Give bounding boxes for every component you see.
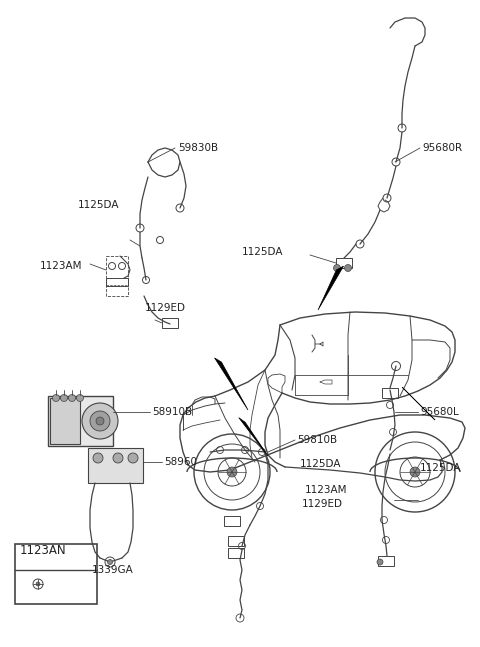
Text: 1125DA: 1125DA	[300, 459, 341, 469]
Circle shape	[108, 560, 112, 564]
Bar	[50, 398, 80, 444]
Bar	[224, 516, 240, 526]
Text: 1123AM: 1123AM	[40, 261, 83, 271]
Bar	[88, 448, 143, 483]
Bar	[228, 548, 244, 558]
Text: 1125DA: 1125DA	[420, 463, 461, 473]
Circle shape	[52, 395, 60, 402]
Circle shape	[69, 395, 75, 402]
Circle shape	[96, 417, 104, 425]
Polygon shape	[318, 266, 344, 310]
Bar	[378, 556, 394, 566]
Circle shape	[377, 559, 383, 565]
Bar	[106, 278, 128, 286]
Text: 1339GA: 1339GA	[92, 565, 134, 575]
Text: 59830B: 59830B	[178, 143, 218, 153]
Circle shape	[82, 403, 118, 439]
Bar	[162, 318, 178, 328]
Polygon shape	[402, 387, 435, 420]
Polygon shape	[215, 358, 248, 410]
Text: 95680L: 95680L	[420, 407, 459, 417]
Circle shape	[410, 467, 420, 477]
Circle shape	[345, 265, 351, 272]
Bar	[228, 536, 244, 546]
Text: 58960: 58960	[164, 457, 197, 467]
Text: 95680R: 95680R	[422, 143, 462, 153]
Text: 1123AN: 1123AN	[20, 543, 67, 556]
Text: 1129ED: 1129ED	[302, 499, 343, 509]
Circle shape	[227, 467, 237, 477]
Bar	[15, 544, 97, 604]
Text: 1125DA: 1125DA	[242, 247, 284, 257]
Circle shape	[90, 411, 110, 431]
Text: 1129ED: 1129ED	[145, 303, 186, 313]
Text: 59810B: 59810B	[297, 435, 337, 445]
Circle shape	[76, 395, 84, 402]
Bar	[336, 258, 352, 268]
Circle shape	[60, 395, 68, 402]
Circle shape	[334, 265, 340, 272]
Circle shape	[128, 453, 138, 463]
Circle shape	[93, 453, 103, 463]
Text: 1125DA: 1125DA	[78, 200, 120, 210]
Bar	[48, 396, 113, 446]
Bar	[382, 388, 398, 398]
Polygon shape	[239, 418, 268, 456]
Circle shape	[113, 453, 123, 463]
Text: 58910B: 58910B	[152, 407, 192, 417]
Circle shape	[36, 582, 40, 586]
Text: 1123AM: 1123AM	[305, 485, 348, 495]
